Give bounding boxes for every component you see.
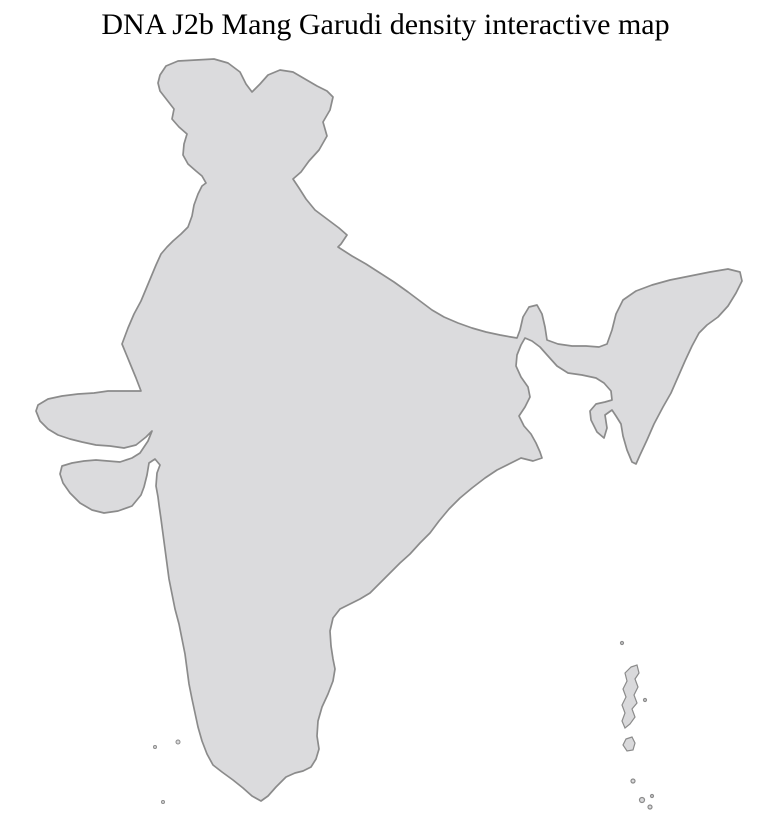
island[interactable] <box>647 804 653 810</box>
page-title: DNA J2b Mang Garudi density interactive … <box>101 8 670 41</box>
island[interactable] <box>638 796 646 804</box>
island[interactable] <box>161 800 165 804</box>
island[interactable] <box>649 793 655 799</box>
island[interactable] <box>642 697 648 703</box>
lakshadweep-islands[interactable] <box>153 739 181 804</box>
andaman-nicobar-islands[interactable] <box>619 640 655 810</box>
island[interactable] <box>622 736 636 752</box>
island[interactable] <box>630 778 636 784</box>
island[interactable] <box>153 745 157 749</box>
island[interactable] <box>175 739 181 745</box>
island[interactable] <box>619 640 625 646</box>
island[interactable] <box>621 664 640 729</box>
